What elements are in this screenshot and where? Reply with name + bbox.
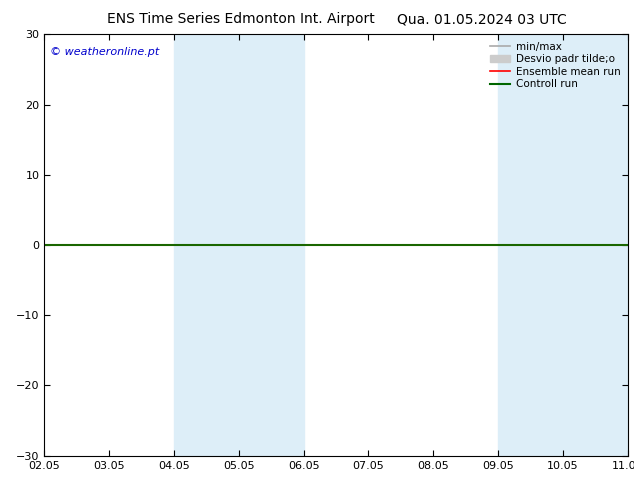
- Text: © weatheronline.pt: © weatheronline.pt: [50, 47, 160, 57]
- Legend: min/max, Desvio padr tilde;o, Ensemble mean run, Controll run: min/max, Desvio padr tilde;o, Ensemble m…: [488, 40, 623, 92]
- Text: Qua. 01.05.2024 03 UTC: Qua. 01.05.2024 03 UTC: [397, 12, 567, 26]
- Text: ENS Time Series Edmonton Int. Airport: ENS Time Series Edmonton Int. Airport: [107, 12, 375, 26]
- Bar: [498, 34, 628, 456]
- Bar: [174, 34, 304, 456]
